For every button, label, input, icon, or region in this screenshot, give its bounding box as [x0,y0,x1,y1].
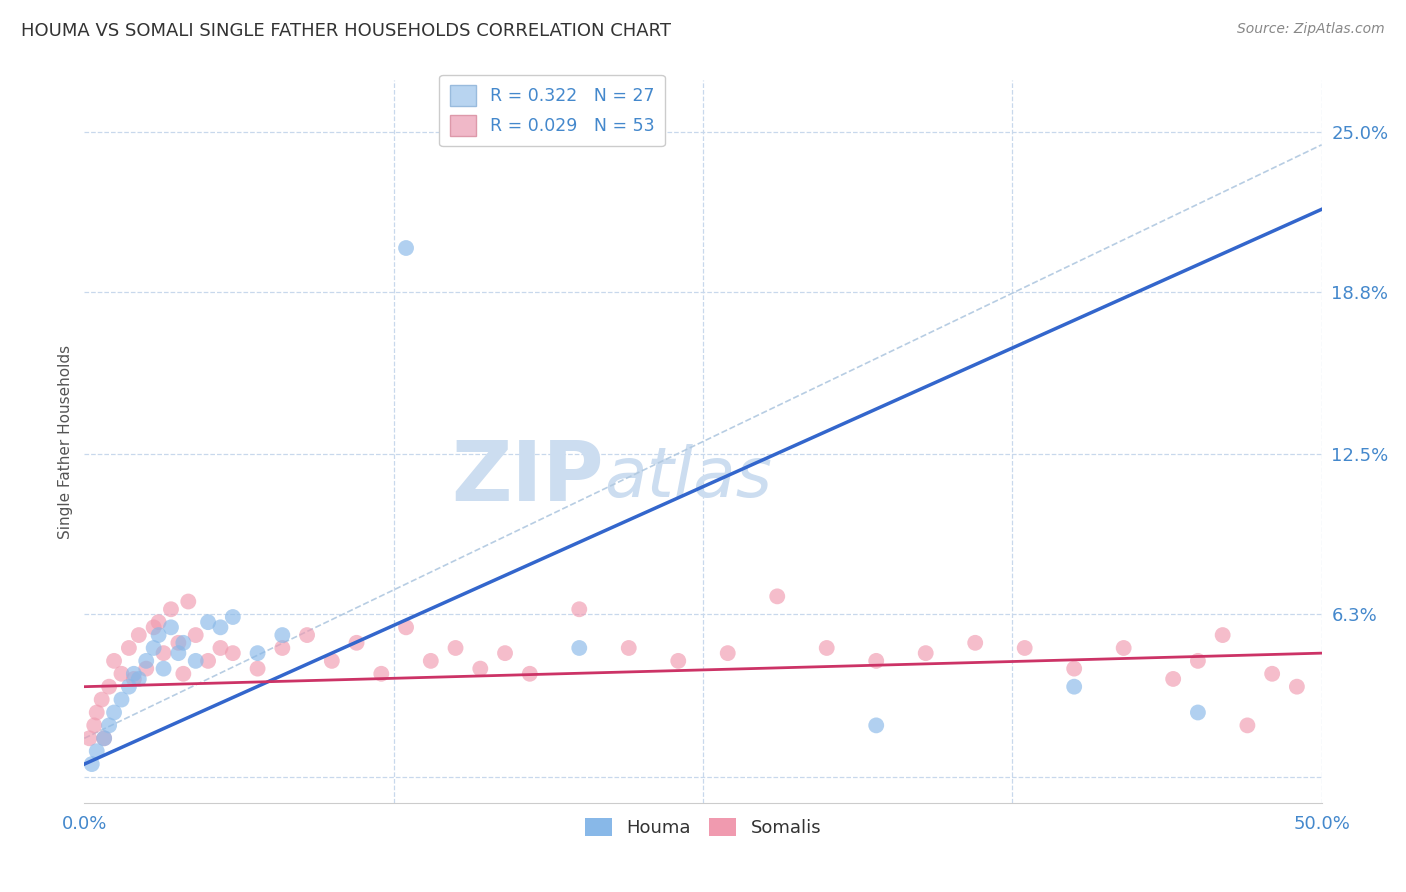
Point [346,636,368,650]
Point [271,640,294,655]
Point [717,646,740,660]
Point [470,662,492,676]
Point [83,718,105,732]
Point [90,692,112,706]
Point [370,666,392,681]
Point [110,666,132,681]
Point [1063,662,1085,676]
Point [568,602,591,616]
Point [160,602,183,616]
Point [865,654,887,668]
Point [222,646,245,660]
Point [865,718,887,732]
Point [246,646,269,660]
Point [122,672,145,686]
Legend: Houma, Somalis: Houma, Somalis [578,811,828,845]
Point [1187,706,1209,720]
Point [93,731,115,746]
Point [86,706,108,720]
Text: atlas: atlas [605,444,772,511]
Point [568,640,591,655]
Point [184,628,207,642]
Point [494,646,516,660]
Point [295,628,318,642]
Point [184,654,207,668]
Y-axis label: Single Father Households: Single Father Households [58,344,73,539]
Point [246,662,269,676]
Point [103,706,125,720]
Point [135,662,157,676]
Point [1261,666,1284,681]
Point [419,654,441,668]
Point [98,680,121,694]
Point [209,620,232,634]
Point [79,731,101,746]
Point [128,628,150,642]
Point [222,610,245,624]
Point [1285,680,1308,694]
Point [128,672,150,686]
Point [965,636,987,650]
Text: Source: ZipAtlas.com: Source: ZipAtlas.com [1237,22,1385,37]
Point [142,620,165,634]
Point [395,241,418,255]
Point [122,666,145,681]
Point [209,640,232,655]
Point [519,666,541,681]
Point [148,615,170,630]
Point [1161,672,1184,686]
Point [271,628,294,642]
Point [160,620,183,634]
Point [152,646,174,660]
Point [172,666,194,681]
Point [135,654,157,668]
Point [1063,680,1085,694]
Text: ZIP: ZIP [451,437,605,518]
Point [110,692,132,706]
Point [86,744,108,758]
Point [1236,718,1258,732]
Point [80,757,103,772]
Point [118,640,141,655]
Point [98,718,121,732]
Point [118,680,141,694]
Point [142,640,165,655]
Point [321,654,343,668]
Point [1014,640,1036,655]
Point [177,594,200,608]
Point [148,628,170,642]
Point [1112,640,1135,655]
Point [172,636,194,650]
Text: HOUMA VS SOMALI SINGLE FATHER HOUSEHOLDS CORRELATION CHART: HOUMA VS SOMALI SINGLE FATHER HOUSEHOLDS… [21,22,671,40]
Point [1212,628,1234,642]
Point [152,662,174,676]
Point [167,646,190,660]
Point [197,615,219,630]
Point [167,636,190,650]
Point [617,640,640,655]
Point [914,646,936,660]
Point [444,640,467,655]
Point [1187,654,1209,668]
Point [197,654,219,668]
Point [666,654,689,668]
Point [395,620,418,634]
Point [815,640,838,655]
Point [93,731,115,746]
Point [766,590,789,604]
Point [103,654,125,668]
